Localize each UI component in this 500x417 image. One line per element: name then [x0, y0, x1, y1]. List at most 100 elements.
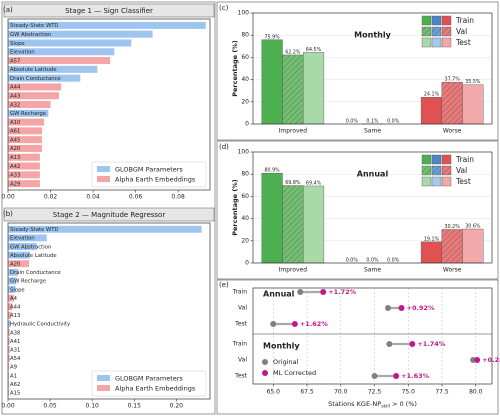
value-label: 30.2% — [445, 224, 461, 230]
bar — [8, 74, 81, 82]
legend-marker — [262, 370, 268, 376]
category-label: A4 — [10, 296, 18, 302]
x-tick-label: 0.05 — [43, 403, 57, 410]
category-label: Elevation — [10, 236, 35, 242]
x-tick-label: 0.10 — [85, 403, 99, 410]
y-axis-label: Percentage (%) — [231, 40, 239, 97]
legend-label: Alpha Earth Embeddings — [115, 176, 196, 184]
bar — [8, 144, 43, 152]
bar — [8, 118, 45, 126]
panel-label: (a) — [3, 6, 13, 14]
legend-swatch — [441, 15, 452, 26]
legend-swatch — [97, 176, 110, 182]
category-label: Absolute Latitude — [10, 67, 57, 73]
category-label: A61 — [10, 129, 20, 135]
bar — [8, 354, 10, 362]
legend-swatch — [97, 385, 110, 391]
y-tick-label: 80 — [241, 171, 249, 178]
y-tick-label: 0 — [245, 260, 249, 267]
axes-frame — [7, 18, 211, 191]
category-label: A20 — [10, 262, 21, 268]
category-label: A33 — [10, 173, 20, 179]
value-label: 0.1% — [366, 118, 379, 124]
change-label: +1.62% — [300, 320, 328, 328]
row-label: Val — [238, 305, 247, 312]
legend-hatch — [422, 166, 431, 175]
category-label: Steady-State WTD — [10, 227, 59, 233]
bar — [261, 173, 283, 264]
bar — [8, 380, 9, 388]
y-tick-label: 80 — [241, 32, 249, 39]
bar — [8, 171, 40, 179]
panel-e-frame — [216, 279, 499, 415]
corrected-point — [474, 357, 481, 363]
bar — [8, 127, 43, 135]
bar — [8, 294, 14, 302]
panel-title: Stage 2 — Magnitude Regressor — [53, 211, 166, 219]
corrected-point — [291, 321, 298, 327]
bar — [462, 228, 484, 264]
category-label: A41 — [10, 339, 20, 345]
legend-swatch — [441, 37, 452, 48]
y-tick-label: 60 — [241, 193, 249, 200]
category-label: GW Abstraction — [10, 244, 51, 250]
x-axis-label: Stations KGE-NPskill > 0 (%) — [328, 400, 417, 409]
y-tick-label: 100 — [238, 10, 250, 17]
x-tick-label: 75.0 — [402, 389, 416, 396]
category-label: Hydraulic Conductivity — [10, 322, 70, 328]
x-tick-label: 65.0 — [267, 389, 281, 396]
axes-frame — [7, 222, 211, 400]
panel-label: (e) — [219, 281, 229, 289]
original-point — [270, 321, 277, 327]
category-label: A38 — [10, 330, 21, 336]
value-label: 0.0% — [366, 258, 379, 264]
panel-d-frame — [216, 140, 499, 280]
category-label: GW Recharge — [10, 279, 46, 285]
legend-swatch — [431, 176, 442, 187]
bar — [8, 372, 9, 379]
legend-hatch — [432, 166, 441, 175]
x-tick-label: Worse — [443, 267, 462, 274]
panel-title: Stage 1 — Sign Classifier — [65, 7, 153, 15]
axes-frame — [252, 12, 493, 125]
x-tick-label: 0.08 — [171, 194, 185, 201]
category-label: A57 — [10, 58, 20, 64]
original-point — [371, 373, 378, 379]
y-tick-label: 100 — [238, 149, 250, 156]
original-point — [386, 341, 393, 347]
bar — [8, 363, 9, 371]
bar — [8, 65, 98, 73]
group-label: Monthly — [263, 342, 300, 351]
x-tick-label: Improved — [279, 128, 308, 135]
original-point — [297, 289, 304, 295]
bar — [8, 389, 9, 397]
value-label: 37.7% — [445, 77, 461, 83]
panel-c-frame — [216, 1, 499, 141]
legend-swatch — [431, 154, 442, 165]
y-tick-label: 40 — [241, 215, 249, 222]
category-label: Steady-State WTD — [10, 23, 59, 29]
category-label: Drain Conductance — [10, 270, 61, 276]
y-tick-label: 20 — [241, 237, 249, 244]
bar — [8, 153, 40, 161]
category-label: A1 — [10, 373, 17, 379]
x-tick-label: 0.00 — [1, 194, 15, 201]
x-tick-label: 0.15 — [128, 403, 142, 410]
category-label: A42 — [10, 164, 20, 170]
legend-label: Original — [273, 358, 299, 366]
bar — [8, 162, 40, 170]
category-label: A44 — [10, 85, 21, 91]
bar — [302, 185, 325, 264]
legend-swatch — [441, 154, 452, 165]
y-tick-label: 0 — [245, 121, 249, 128]
bar — [8, 329, 10, 336]
category-label: A10 — [10, 120, 21, 126]
x-tick-label: Same — [364, 267, 381, 274]
legend-label: Test — [455, 177, 471, 186]
y-tick-label: 60 — [241, 54, 249, 61]
bar-hatch — [441, 82, 463, 124]
axes-frame — [252, 287, 493, 385]
category-label: A62 — [10, 382, 20, 388]
change-label: +0.28% — [482, 356, 500, 364]
bar — [8, 180, 40, 188]
